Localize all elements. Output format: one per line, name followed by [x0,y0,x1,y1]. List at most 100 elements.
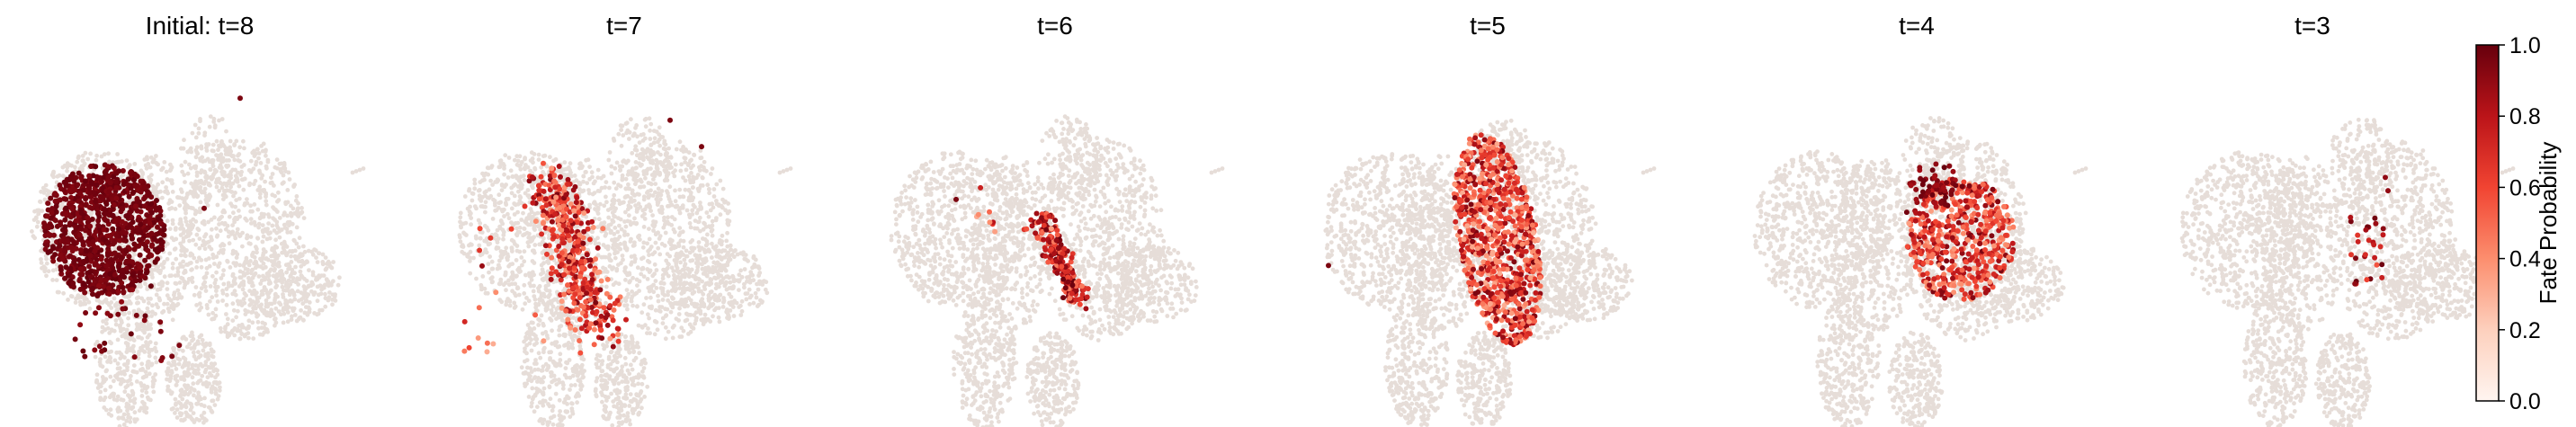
cell-point [194,416,200,422]
cell-point [567,165,571,170]
cell-point [514,274,519,279]
cell-point [94,153,99,158]
cell-point [602,220,607,226]
cell-point [184,344,190,350]
cell-point [285,213,290,218]
cell-point [281,245,286,251]
cell-point [167,227,173,231]
cell-point [494,246,499,251]
cell-point [124,350,130,354]
cell-point [98,389,103,395]
fate-point [169,353,175,360]
cell-point [288,274,293,279]
cell-point [273,291,278,297]
cell-point [687,221,693,226]
cell-point [80,154,85,158]
fate-point [127,209,133,216]
fate-point [133,312,139,318]
cell-point [134,327,139,333]
fate-point [68,236,75,243]
cell-point [204,200,210,205]
cell-point [657,234,663,238]
fate-point [138,178,144,184]
cell-point [174,402,178,407]
cell-point [179,248,184,254]
cell-point [137,408,142,414]
cell-point [73,300,78,305]
cell-point [203,275,209,280]
cell-point [230,301,236,307]
cell-point [217,176,221,182]
cell-point [225,331,230,335]
cell-point [301,317,306,323]
panel-initial-t8: Initial: t=8 [30,12,366,427]
cell-point [595,167,601,173]
cell-point [227,179,232,184]
fate-point [133,173,139,178]
fate-point [113,232,120,238]
fate-point [112,218,118,225]
cell-point [179,244,184,249]
cell-point [505,175,511,180]
cell-point [544,272,550,278]
fate-point [111,201,117,208]
cell-point [125,294,130,299]
fate-point [48,195,54,201]
cell-point [260,320,265,325]
cell-point [227,241,232,246]
cell-point [574,178,579,183]
cell-point [98,357,103,361]
cell-point [577,182,582,187]
fate-point [161,232,167,238]
cell-point [532,261,537,265]
cell-point [112,378,116,384]
fate-point [87,223,94,229]
cell-point [282,165,288,171]
fate-point [138,189,144,195]
cell-point [188,389,192,395]
cell-point [243,216,248,221]
cell-point [227,158,231,163]
cell-point [629,254,634,259]
cell-point [262,189,267,194]
cell-point [260,255,265,261]
cell-point [191,350,196,355]
cell-point [141,323,147,328]
cell-point [263,149,268,154]
cell-point [516,265,522,271]
cell-point [128,348,133,353]
cell-point [264,202,269,208]
cell-point [212,170,218,175]
fate-point [103,200,109,206]
cell-point [606,227,611,231]
cell-point [174,226,178,231]
fate-point [58,222,64,228]
cell-point [267,280,273,285]
cell-point [251,289,255,295]
cell-point [139,361,145,367]
cell-point [509,275,514,280]
fate-point [50,258,57,264]
cell-point [183,219,189,224]
cell-point [667,184,673,190]
cell-point [276,309,282,314]
fate-point [88,179,94,185]
cell-point [131,338,137,342]
cell-point [151,375,156,380]
cell-point [522,178,527,182]
cell-point [198,353,203,358]
cell-point [604,300,608,306]
cell-point [112,296,117,301]
cell-point [237,196,242,201]
cell-point [295,276,300,281]
cell-point [482,223,487,228]
fate-point [96,305,102,311]
cell-point [276,253,281,258]
cell-point [194,145,200,150]
cell-point [156,182,161,187]
cell-point [467,243,471,248]
cell-point [100,325,105,330]
cell-point [103,354,108,360]
cell-point [115,337,121,342]
cell-point [593,179,597,184]
